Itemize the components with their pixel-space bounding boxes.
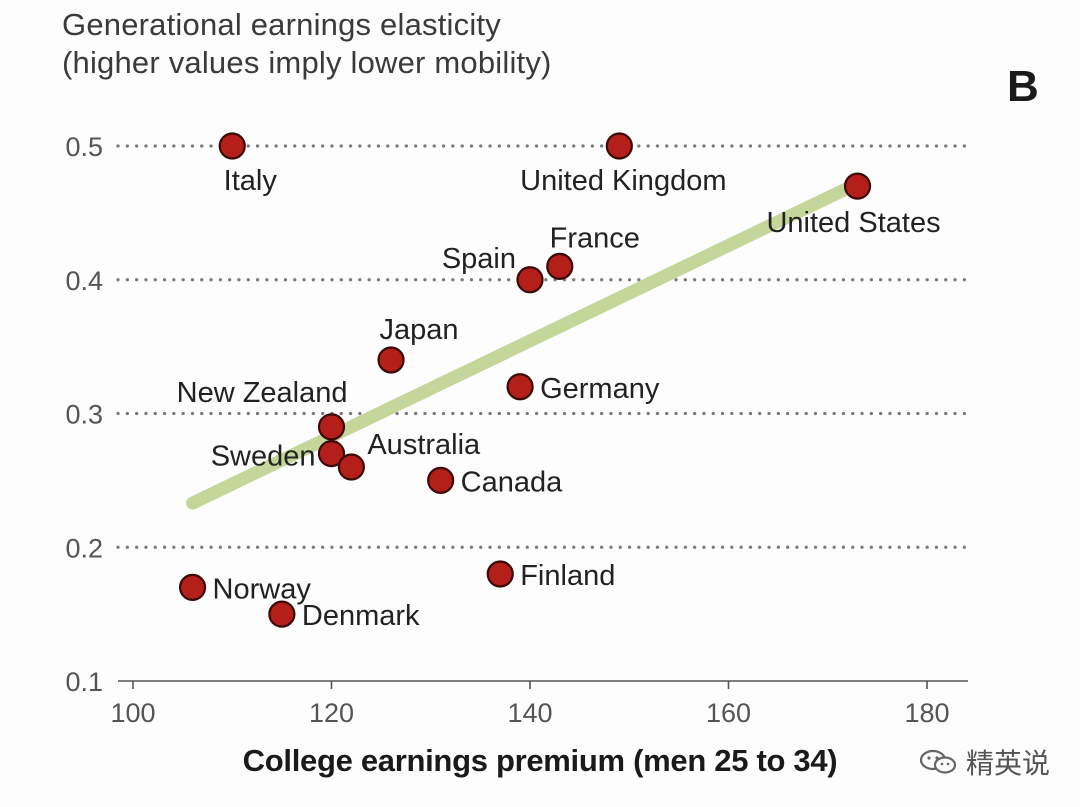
point-label-united-states: United States bbox=[766, 207, 940, 239]
y-tick-label-0.1: 0.1 bbox=[65, 667, 103, 697]
point-japan bbox=[377, 346, 405, 374]
point-label-germany: Germany bbox=[540, 373, 660, 405]
x-axis-title: College earnings premium (men 25 to 34) bbox=[242, 743, 838, 778]
point-italy bbox=[218, 132, 246, 160]
point-label-france: France bbox=[550, 222, 640, 254]
point-label-japan: Japan bbox=[380, 314, 459, 346]
y-axis-title: Generational earnings elasticity (higher… bbox=[62, 6, 552, 82]
x-tick-label-100: 100 bbox=[110, 698, 155, 728]
point-label-denmark: Denmark bbox=[302, 600, 420, 632]
wechat-icon bbox=[919, 749, 957, 774]
point-spain bbox=[516, 266, 544, 294]
point-united-states bbox=[843, 172, 872, 200]
y-tick-label-0.2: 0.2 bbox=[65, 533, 103, 563]
point-label-united-kingdom: United Kingdom bbox=[520, 165, 726, 197]
point-label-italy: Italy bbox=[224, 165, 278, 197]
x-tick-label-180: 180 bbox=[904, 698, 949, 728]
y-axis-title-line-2: (higher values imply lower mobility) bbox=[62, 45, 552, 80]
point-france bbox=[546, 252, 574, 280]
point-label-spain: Spain bbox=[442, 243, 516, 275]
point-label-norway: Norway bbox=[213, 573, 312, 605]
point-label-finland: Finland bbox=[520, 560, 615, 592]
point-label-new-zealand: New Zealand bbox=[177, 377, 348, 409]
point-sweden bbox=[317, 440, 346, 468]
x-tick-label-140: 140 bbox=[507, 698, 552, 728]
point-label-canada: Canada bbox=[461, 466, 563, 498]
point-new-zealand bbox=[317, 413, 346, 441]
point-germany bbox=[506, 373, 534, 401]
y-tick-label-0.3: 0.3 bbox=[65, 400, 103, 430]
x-tick-label-120: 120 bbox=[309, 698, 354, 728]
y-tick-label-0.4: 0.4 bbox=[65, 266, 103, 296]
y-tick-label-0.5: 0.5 bbox=[65, 132, 103, 162]
point-label-australia: Australia bbox=[367, 429, 481, 461]
watermark: 精英说 bbox=[918, 742, 1050, 782]
panel-label: B bbox=[1007, 62, 1039, 111]
point-united-kingdom bbox=[605, 132, 633, 160]
point-australia bbox=[337, 453, 365, 481]
y-axis-title-line-1: Generational earnings elasticity bbox=[62, 7, 501, 42]
trend-line bbox=[186, 176, 865, 510]
watermark-text: 精英说 bbox=[966, 748, 1051, 779]
point-norway bbox=[178, 573, 207, 601]
point-canada bbox=[427, 466, 455, 494]
point-denmark bbox=[268, 600, 296, 628]
point-label-sweden: Sweden bbox=[211, 441, 316, 473]
point-finland bbox=[486, 560, 514, 588]
x-tick-label-160: 160 bbox=[706, 698, 751, 728]
